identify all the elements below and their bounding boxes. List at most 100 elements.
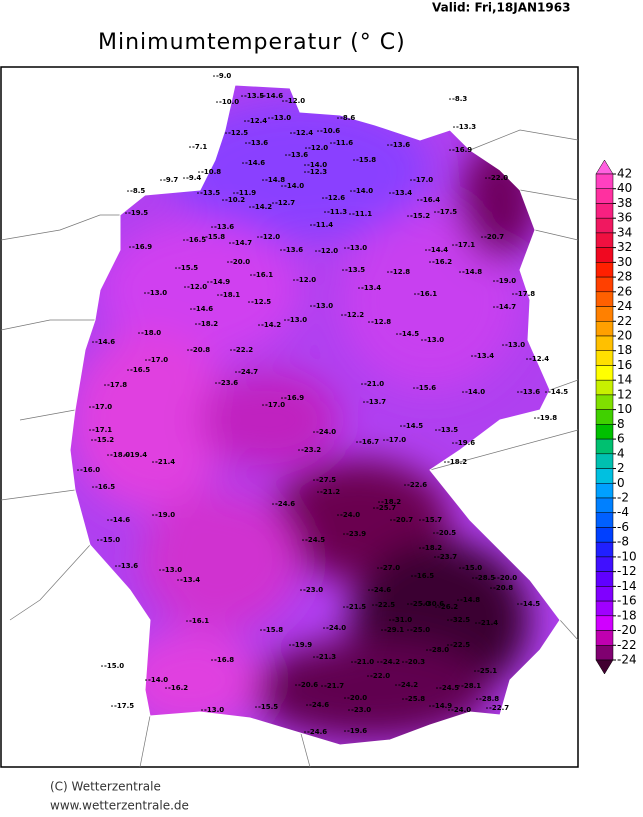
legend-tick-label: 10: [617, 402, 632, 416]
station-dot: [387, 144, 389, 146]
station-dot: [377, 567, 379, 569]
station-dot: [472, 577, 474, 579]
station-dot: [337, 514, 339, 516]
legend-tick-label: -20: [617, 623, 637, 637]
station-value: -23.2: [301, 446, 321, 454]
station-dot: [313, 479, 315, 481]
station-dot: [419, 547, 421, 549]
legend-swatch: [595, 586, 614, 602]
station-dot: [125, 212, 127, 214]
legend-tick-label: 4: [617, 446, 625, 460]
station-value: -14.7: [232, 239, 252, 247]
station-value: -20.0: [230, 258, 250, 266]
station-value: -21.0: [354, 658, 374, 666]
legend-tick-label: 26: [617, 284, 632, 298]
station-dot: [526, 358, 528, 360]
station-value: -16.0: [80, 466, 100, 474]
legend-swatch: [595, 291, 614, 307]
legend-tick-label: 6: [617, 432, 625, 446]
station-value: -13.0: [162, 566, 182, 574]
station-value: -18.2: [381, 498, 401, 506]
station-value: -19.0: [155, 511, 175, 519]
station-value: -24.0: [326, 624, 346, 632]
legend-tick-label: 12: [617, 387, 632, 401]
station-value: -13.5: [345, 266, 365, 274]
station-value: -23.7: [437, 553, 457, 561]
legend-tick-label: 16: [617, 358, 632, 372]
station-value: -13.0: [271, 114, 291, 122]
station-dot: [127, 369, 129, 371]
legend-tick-label: -8: [617, 535, 629, 549]
station-dot: [407, 603, 409, 605]
legend-swatch: [595, 453, 614, 469]
station-dot: [290, 132, 292, 134]
station-value: -14.7: [496, 303, 516, 311]
legend-swatch: [595, 512, 614, 528]
station-value: -24.0: [340, 511, 360, 519]
station-dot: [282, 100, 284, 102]
station-dot: [402, 698, 404, 700]
station-value: -24.5: [439, 684, 459, 692]
station-value: -20.6: [298, 681, 318, 689]
station-value: -13.0: [424, 336, 444, 344]
station-dot: [396, 333, 398, 335]
station-value: -16.7: [359, 438, 379, 446]
station-value: -14.6: [263, 92, 283, 100]
station-dot: [400, 425, 402, 427]
station-value: -13.4: [361, 284, 381, 292]
station-value: -12.7: [275, 199, 295, 207]
station-dot: [421, 339, 423, 341]
station-dot: [368, 321, 370, 323]
legend-tick-label: -16: [617, 594, 637, 608]
station-value: -28.0: [429, 646, 449, 654]
station-value: -20.7: [484, 233, 504, 241]
station-value: -10.2: [225, 196, 245, 204]
station-value: -20.8: [190, 346, 210, 354]
station-value: -13.7: [366, 398, 386, 406]
station-value: -16.1: [253, 271, 273, 279]
station-dot: [363, 401, 365, 403]
station-value: -12.5: [228, 129, 248, 137]
station-value: -12.0: [296, 276, 316, 284]
station-dot: [211, 226, 213, 228]
legend-swatch: [595, 438, 614, 455]
station-dot: [414, 293, 416, 295]
station-dot: [453, 126, 455, 128]
station-value: -14.0: [353, 187, 373, 195]
station-dot: [152, 514, 154, 516]
station-value: -25.7: [376, 504, 396, 512]
station-dot: [189, 146, 191, 148]
legend-swatch: [595, 630, 614, 646]
station-value: -16.4: [420, 196, 440, 204]
station-value: -16.8: [214, 656, 234, 664]
station-dot: [447, 619, 449, 621]
station-dot: [190, 308, 192, 310]
station-dot: [389, 619, 391, 621]
station-value: -17.0: [386, 436, 406, 444]
station-value: -13.4: [474, 352, 494, 360]
station-value: -13.5: [200, 189, 220, 197]
station-value: -13.0: [204, 706, 224, 714]
station-dot: [344, 730, 346, 732]
station-value: -22.6: [407, 481, 427, 489]
station-dot: [281, 185, 283, 187]
station-value: -14.6: [110, 516, 130, 524]
station-dot: [262, 404, 264, 406]
station-dot: [77, 469, 79, 471]
legend-swatch: [595, 468, 614, 484]
legend-swatch: [595, 527, 614, 543]
station-value: -19.5: [128, 209, 148, 217]
station-value: -12.0: [187, 283, 207, 291]
station-dot: [452, 244, 454, 246]
station-dot: [227, 261, 229, 263]
station-dot: [349, 213, 351, 215]
station-dot: [268, 117, 270, 119]
station-dot: [242, 162, 244, 164]
station-value: -19.6: [455, 439, 475, 447]
legend-tick-label: -10: [617, 549, 637, 563]
station-value: -28.8: [479, 695, 499, 703]
station-dot: [257, 236, 259, 238]
station-value: -28.1: [461, 682, 481, 690]
station-value: -17.0: [148, 356, 168, 364]
